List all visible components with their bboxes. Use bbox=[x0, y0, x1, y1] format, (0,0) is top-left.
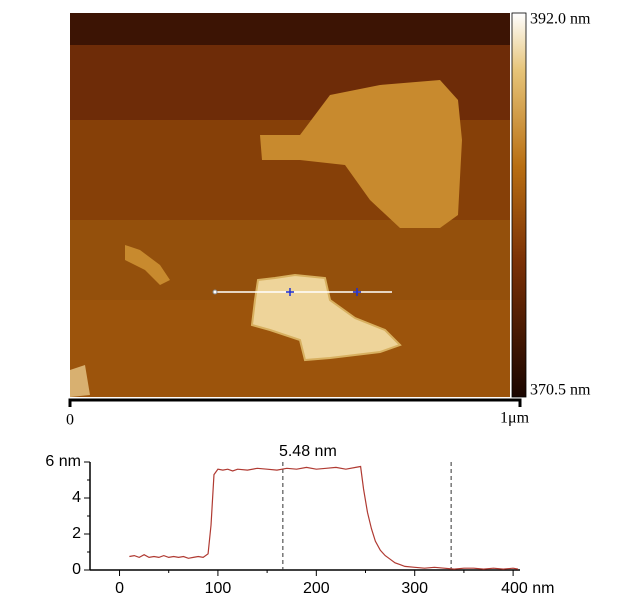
colorbar-max: 392.0 nm bbox=[530, 11, 591, 28]
x-tick-label: 100 bbox=[205, 580, 232, 597]
y-tick-label: 2 bbox=[72, 525, 81, 542]
colorbar bbox=[511, 12, 527, 398]
y-tick-label: 4 bbox=[72, 489, 81, 506]
profile-line bbox=[129, 465, 519, 570]
profile-chart: 0 100 200 300 400 nm 0 2 4 6 nm 5.48 nm bbox=[45, 443, 554, 597]
x-tick-label: 200 bbox=[303, 580, 330, 597]
scale-start: 0 bbox=[66, 412, 74, 429]
x-tick-label: 400 nm bbox=[501, 580, 554, 597]
y-tick-label: 6 nm bbox=[45, 453, 81, 470]
scale-bar bbox=[68, 398, 522, 407]
scale-end: 1μm bbox=[500, 410, 530, 427]
y-tick-label: 0 bbox=[72, 561, 81, 578]
x-tick-label: 300 bbox=[401, 580, 428, 597]
annotation: 5.48 nm bbox=[279, 443, 337, 460]
colorbar-min: 370.5 nm bbox=[530, 382, 591, 399]
afm-image bbox=[70, 13, 510, 397]
x-tick-label: 0 bbox=[115, 580, 124, 597]
